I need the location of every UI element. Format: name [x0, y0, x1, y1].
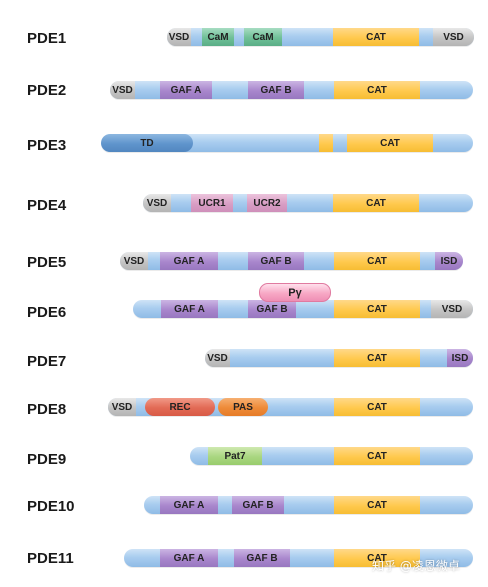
vsd-domain: VSD	[433, 28, 474, 46]
pde8-domain-bar: VSD REC PAS CAT	[108, 398, 473, 416]
vsd-domain: VSD	[205, 349, 230, 367]
pde3-domain-bar: TD CAT	[101, 134, 473, 152]
row-label-pde5: PDE5	[27, 254, 67, 271]
pde11-domain-bar: GAF A GAF B CAT	[124, 549, 473, 567]
ucr2-domain: UCR2	[247, 194, 287, 212]
cat-domain: CAT	[334, 252, 420, 270]
cam-domain: CaM	[244, 28, 282, 46]
pde4-domain-bar: VSD UCR1 UCR2 CAT	[143, 194, 473, 212]
cat-domain: CAT	[334, 300, 420, 318]
pde10-domain-bar: GAF A GAF B CAT	[144, 496, 473, 514]
row-label-pde7: PDE7	[27, 353, 67, 370]
cam-domain: CaM	[202, 28, 234, 46]
cat-domain: CAT	[334, 496, 420, 514]
row-label-pde1: PDE1	[27, 30, 67, 47]
cat-domain: CAT	[347, 134, 433, 152]
td-domain: TD	[101, 134, 193, 152]
vsd-domain: VSD	[143, 194, 171, 212]
vsd-domain: VSD	[167, 28, 191, 46]
row-label-pde10: PDE10	[27, 498, 75, 515]
vsd-domain: VSD	[120, 252, 148, 270]
cat-domain: CAT	[334, 349, 420, 367]
watermark: 知乎 @凌恩微卓	[372, 559, 460, 573]
row-label-pde4: PDE4	[27, 197, 67, 214]
pde7-domain-bar: VSD CAT ISD	[205, 349, 473, 367]
row-label-pde8: PDE8	[27, 401, 67, 418]
vsd-domain: VSD	[108, 398, 136, 416]
pas-domain: PAS	[218, 398, 268, 416]
cat-domain: CAT	[333, 28, 419, 46]
ucr1-domain: UCR1	[191, 194, 233, 212]
isd-domain: ISD	[447, 349, 473, 367]
gaf-a-domain: GAF A	[160, 81, 212, 99]
vsd-domain: VSD	[110, 81, 135, 99]
cat-domain: CAT	[333, 194, 419, 212]
cat-domain: CAT	[334, 81, 420, 99]
p-gamma-subunit: Pγ	[259, 283, 331, 302]
vsd-domain: VSD	[431, 300, 473, 318]
row-label-pde3: PDE3	[27, 137, 67, 154]
gaf-a-domain: GAF A	[160, 252, 218, 270]
cat-domain: CAT	[334, 549, 420, 567]
pde1-domain-bar: VSD CaM CaM CAT VSD	[167, 28, 474, 46]
pde5-domain-bar: VSD GAF A GAF B CAT ISD	[120, 252, 463, 270]
row-label-pde6: PDE6	[27, 304, 67, 321]
row-label-pde11: PDE11	[27, 550, 74, 567]
row-label-pde9: PDE9	[27, 451, 67, 468]
gaf-a-domain: GAF A	[161, 300, 218, 318]
pde2-domain-bar: VSD GAF A GAF B CAT	[110, 81, 473, 99]
pat7-domain: Pat7	[208, 447, 262, 465]
row-label-pde2: PDE2	[27, 82, 67, 99]
cat-domain-part	[319, 134, 333, 152]
gaf-b-domain: GAF B	[248, 81, 304, 99]
gaf-b-domain: GAF B	[232, 496, 284, 514]
isd-domain: ISD	[435, 252, 463, 270]
gaf-b-domain: GAF B	[248, 300, 296, 318]
gaf-b-domain: GAF B	[234, 549, 290, 567]
rec-domain: REC	[145, 398, 215, 416]
gaf-b-domain: GAF B	[248, 252, 304, 270]
gaf-a-domain: GAF A	[160, 549, 218, 567]
pde9-domain-bar: Pat7 CAT	[190, 447, 473, 465]
pde6-domain-bar: GAF A GAF B CAT VSD	[133, 300, 473, 318]
cat-domain: CAT	[334, 447, 420, 465]
cat-domain: CAT	[334, 398, 420, 416]
gaf-a-domain: GAF A	[160, 496, 218, 514]
